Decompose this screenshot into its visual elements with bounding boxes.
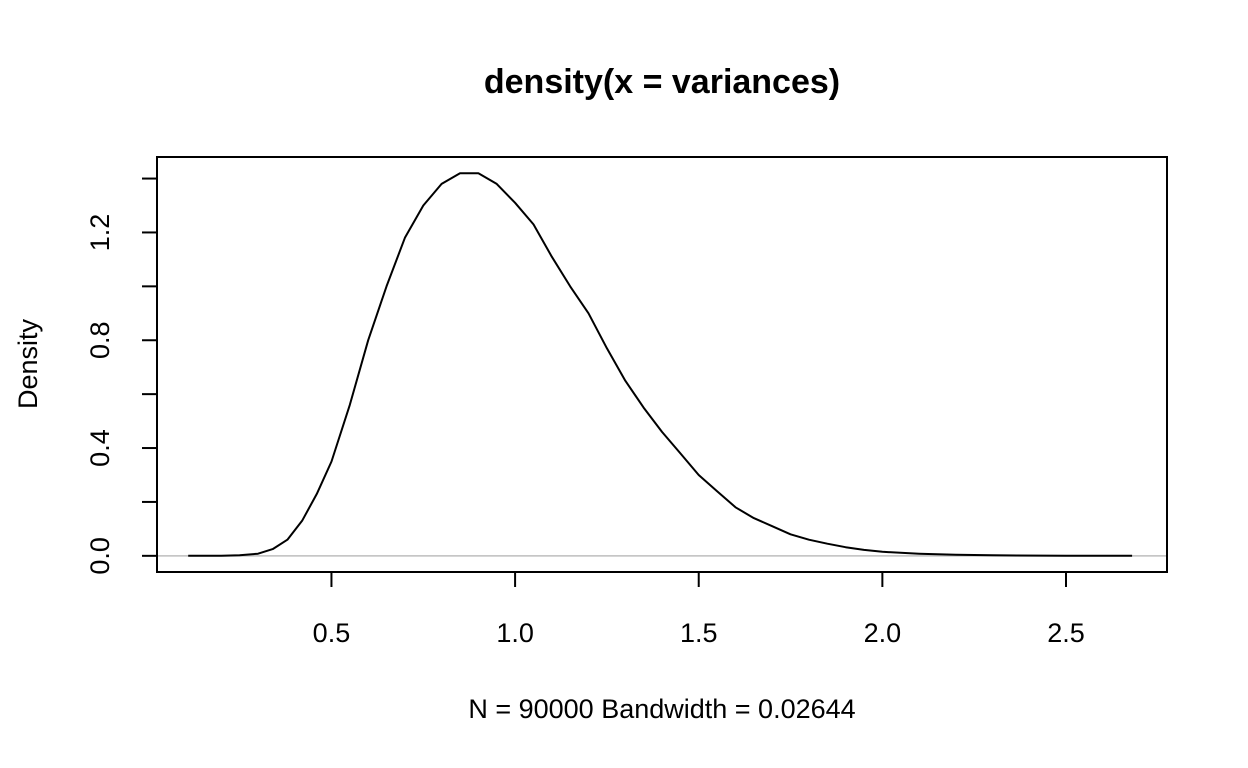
x-axis-label: N = 90000 Bandwidth = 0.02644: [468, 694, 855, 724]
x-tick-label: 1.0: [496, 618, 534, 648]
y-axis-label: Density: [13, 318, 43, 409]
x-axis: 0.5 1.0 1.5 2.0 2.5: [313, 571, 1085, 648]
x-tick-label: 0.5: [313, 618, 351, 648]
chart-title: density(x = variances): [484, 63, 840, 101]
y-tick-label: 0.8: [85, 321, 115, 359]
y-axis: 0.0 0.4 0.8 1.2: [85, 177, 158, 575]
y-tick-label: 1.2: [85, 214, 115, 252]
x-tick-label: 1.5: [680, 618, 718, 648]
y-tick-label: 0.0: [85, 537, 115, 575]
density-curve: [188, 172, 1133, 557]
y-tick-label: 0.4: [85, 429, 115, 467]
x-tick-label: 2.5: [1047, 618, 1085, 648]
x-tick-label: 2.0: [864, 618, 902, 648]
